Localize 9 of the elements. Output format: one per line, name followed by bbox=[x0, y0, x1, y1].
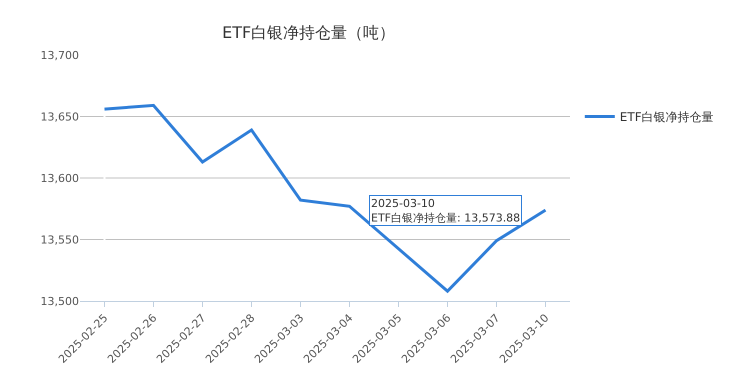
chart-title: ETF白银净持仓量（吨） bbox=[222, 22, 396, 42]
y-tick-label: 13,600 bbox=[40, 172, 79, 185]
legend-label: ETF白银净持仓量 bbox=[620, 110, 714, 124]
y-tick-label: 13,700 bbox=[40, 48, 79, 62]
y-tick-label: 13,650 bbox=[40, 110, 79, 124]
annotation: 2025-03-10 ETF白银净持仓量: 13,573.88 bbox=[371, 197, 520, 224]
line-series bbox=[103, 104, 547, 293]
y-tick-label: 13,550 bbox=[40, 233, 79, 246]
y-tick-label: 13,500 bbox=[40, 294, 79, 308]
